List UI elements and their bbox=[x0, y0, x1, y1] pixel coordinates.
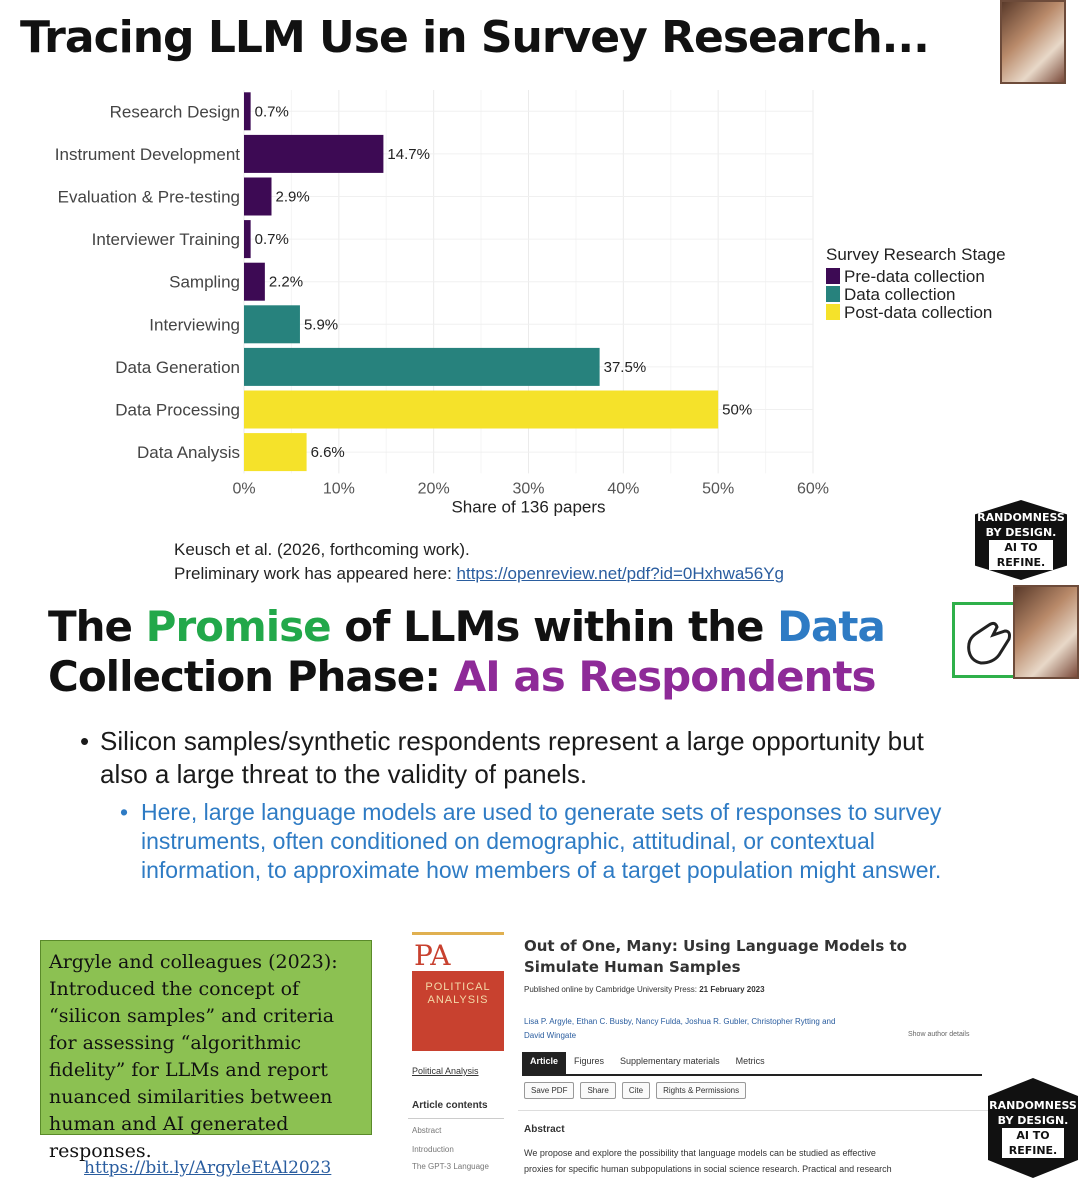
x-tick-label: 20% bbox=[418, 480, 450, 497]
value-label: 50% bbox=[722, 402, 752, 419]
x-tick-label: 10% bbox=[323, 480, 355, 497]
category-label: Interviewer Training bbox=[92, 230, 240, 249]
category-label: Data Processing bbox=[115, 401, 240, 420]
category-label: Evaluation & Pre-testing bbox=[58, 188, 240, 207]
tab-supplementary[interactable]: Supplementary materials bbox=[620, 1056, 720, 1066]
bar bbox=[244, 305, 300, 344]
value-label: 0.7% bbox=[255, 103, 289, 120]
contents-item[interactable]: Abstract bbox=[412, 1126, 442, 1135]
show-author-details[interactable]: Show author details bbox=[908, 1031, 970, 1038]
argyle-summary-box: Argyle and colleagues (2023): Introduced… bbox=[40, 940, 372, 1162]
badge-line2: BY DESIGN. bbox=[985, 526, 1057, 539]
journal-link[interactable]: Political Analysis bbox=[412, 1066, 479, 1076]
abstract-text: proxies for specific human subpopulation… bbox=[524, 1164, 892, 1174]
value-label: 2.2% bbox=[269, 274, 303, 291]
badge-line3: AI TO REFINE. bbox=[989, 540, 1053, 570]
legend-label: Post-data collection bbox=[844, 303, 992, 322]
rights-button[interactable]: Rights & Permissions bbox=[656, 1082, 747, 1099]
randomness-badge: RANDOMNESS BY DESIGN. AI TO REFINE. bbox=[975, 500, 1067, 580]
abstract-heading: Abstract bbox=[524, 1124, 565, 1135]
badge-line3: AI TO REFINE. bbox=[1002, 1128, 1064, 1158]
article-title: Out of One, Many: Using Language Models … bbox=[524, 937, 907, 976]
x-tick-label: 30% bbox=[512, 480, 544, 497]
bar bbox=[244, 433, 307, 472]
value-label: 5.9% bbox=[304, 316, 338, 333]
legend-swatch bbox=[826, 268, 840, 284]
slide-title: Tracing LLM Use in Survey Research... bbox=[20, 12, 930, 63]
value-label: 14.7% bbox=[387, 146, 430, 163]
bullet-main: • Silicon samples/synthetic respondents … bbox=[80, 725, 960, 791]
bar bbox=[244, 347, 600, 386]
webcam-thumbnail-2 bbox=[1013, 585, 1079, 679]
legend-swatch bbox=[826, 304, 840, 320]
bar bbox=[244, 92, 251, 131]
tab-article[interactable]: Article bbox=[522, 1052, 567, 1074]
value-label: 6.6% bbox=[311, 444, 345, 461]
abstract-text: We propose and explore the possibility t… bbox=[524, 1148, 876, 1158]
value-label: 37.5% bbox=[604, 359, 647, 376]
openreview-link[interactable]: https://openreview.net/pdf?id=0Hxhwa56Yg bbox=[456, 564, 785, 583]
tab-figures[interactable]: Figures bbox=[574, 1056, 605, 1066]
tab-metrics[interactable]: Metrics bbox=[735, 1056, 765, 1066]
x-tick-label: 0% bbox=[232, 480, 255, 497]
x-tick-label: 40% bbox=[607, 480, 639, 497]
x-tick-label: 50% bbox=[702, 480, 734, 497]
citation-link-line: Preliminary work has appeared here: http… bbox=[174, 564, 784, 584]
share-button[interactable]: Share bbox=[580, 1082, 616, 1099]
hand-icon-box bbox=[952, 585, 1079, 679]
bullet-main-text: Silicon samples/synthetic respondents re… bbox=[100, 726, 924, 789]
contents-heading: Article contents bbox=[412, 1100, 488, 1111]
cite-button[interactable]: Cite bbox=[621, 1082, 651, 1099]
citation-line: Keusch et al. (2026, forthcoming work). bbox=[174, 540, 470, 559]
badge-line1: RANDOMNESS bbox=[989, 1099, 1077, 1112]
citation-prefix: Preliminary work has appeared here: bbox=[174, 564, 457, 583]
contents-item[interactable]: Introduction bbox=[412, 1145, 454, 1154]
argyle-link[interactable]: https://bit.ly/ArgyleEtAl2023 bbox=[84, 1158, 332, 1178]
badge-line1: RANDOMNESS bbox=[977, 511, 1065, 524]
category-label: Data Analysis bbox=[137, 443, 240, 462]
article-actions: Save PDF Share Cite Rights & Permissions bbox=[524, 1082, 747, 1099]
save-pdf-button[interactable]: Save PDF bbox=[524, 1082, 575, 1099]
slide2-title: The Promise of LLMs within the Data Coll… bbox=[48, 602, 886, 701]
badge-line2: BY DESIGN. bbox=[997, 1114, 1069, 1127]
category-label: Data Generation bbox=[115, 358, 240, 377]
category-label: Instrument Development bbox=[55, 145, 240, 164]
legend-label: Pre-data collection bbox=[844, 267, 985, 286]
journal-cover: PA POLITICAL ANALYSIS bbox=[412, 932, 504, 1051]
published-line: Published online by Cambridge University… bbox=[524, 985, 765, 994]
value-label: 2.9% bbox=[276, 189, 310, 206]
journal-abbr: PA bbox=[412, 935, 504, 971]
authors-line-2[interactable]: David Wingate bbox=[524, 1031, 577, 1040]
webcam-thumbnail bbox=[1000, 0, 1066, 84]
bullet-sub: • Here, large language models are used t… bbox=[120, 798, 980, 885]
contents-item[interactable]: The GPT-3 Language bbox=[412, 1162, 489, 1171]
article-tabs: Article Figures Supplementary materials … bbox=[522, 1052, 982, 1076]
x-tick-label: 60% bbox=[797, 480, 829, 497]
bar bbox=[244, 177, 272, 216]
legend-title: Survey Research Stage bbox=[826, 245, 1006, 264]
category-label: Research Design bbox=[110, 102, 240, 121]
bar bbox=[244, 262, 265, 301]
category-label: Sampling bbox=[169, 273, 240, 292]
value-label: 0.7% bbox=[255, 231, 289, 248]
bar-chart: Research Design 0.7% Instrument Developmen… bbox=[55, 90, 1006, 516]
bar bbox=[244, 390, 719, 429]
legend-label: Data collection bbox=[844, 285, 956, 304]
randomness-badge-2: RANDOMNESS BY DESIGN. AI TO REFINE. bbox=[988, 1078, 1078, 1178]
legend-swatch bbox=[826, 286, 840, 302]
bar bbox=[244, 220, 251, 259]
authors-line[interactable]: Lisa P. Argyle, Ethan C. Busby, Nancy Fu… bbox=[524, 1017, 836, 1026]
category-label: Interviewing bbox=[149, 315, 240, 334]
bar bbox=[244, 134, 384, 173]
hand-icon bbox=[967, 621, 1011, 665]
journal-name: POLITICAL ANALYSIS bbox=[425, 981, 491, 1006]
bullet-sub-text: Here, large language models are used to … bbox=[141, 799, 942, 883]
x-axis-title: Share of 136 papers bbox=[451, 497, 605, 516]
